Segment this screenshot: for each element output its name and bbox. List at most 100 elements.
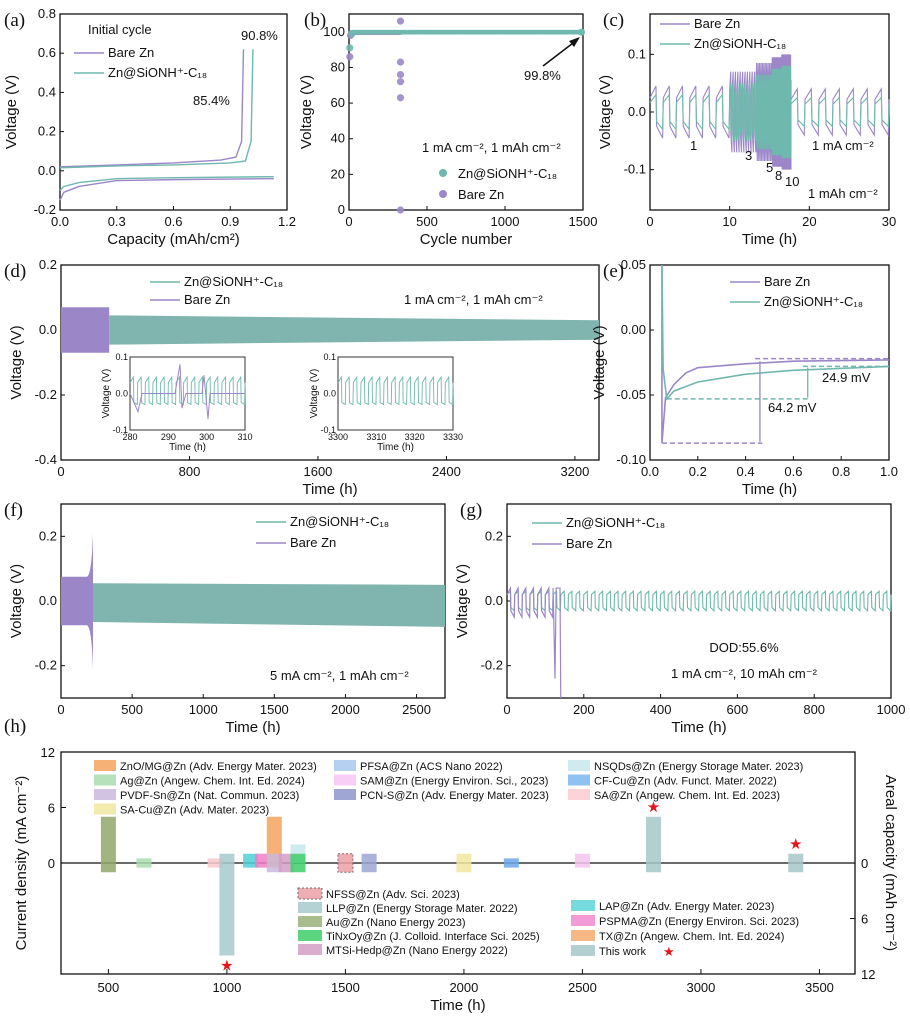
y-axis-label: Voltage (V): [8, 564, 25, 638]
y-tick-label-left: 12: [41, 745, 55, 760]
annotation-arrow: [542, 39, 578, 67]
x-axis-label: Cycle number: [420, 231, 513, 248]
data-point-bare: [396, 94, 405, 102]
legend-label: CF-Cu@Zn (Adv. Funct. Mater. 2022): [594, 776, 777, 788]
legend-coated-label: Zn@SiONH⁺-C₁₈: [290, 514, 389, 529]
legend-swatch: [334, 760, 356, 771]
x-axis-label: Time (h): [225, 719, 280, 736]
series-line: [661, 265, 890, 444]
x-tick-label: 0.0: [641, 464, 659, 479]
x-axis-label: Time (h): [430, 997, 485, 1014]
x-tick-label: 800: [179, 464, 201, 479]
conditions-capacity: 1 mAh cm⁻²: [808, 186, 878, 201]
legend-marker-coated: [439, 169, 447, 177]
y-tick-label: 0.0: [485, 593, 503, 608]
inset-x-tick-label: 280: [122, 432, 137, 442]
legend-swatch: [94, 774, 116, 786]
y-tick-label: 0.0: [39, 593, 57, 608]
y-tick-label: 0.2: [39, 257, 57, 272]
x-tick-label: 800: [803, 702, 825, 717]
series-line: [649, 65, 890, 159]
y-tick-label: -0.2: [34, 202, 56, 217]
data-point-coated: [348, 29, 356, 38]
y-axis-label: Voltage (V): [3, 75, 20, 149]
bar: [574, 853, 590, 868]
y-axis-label-left: Current density (mA cm⁻²): [13, 776, 30, 951]
legend-swatch: [568, 774, 590, 786]
y-tick-label-left: 0: [48, 856, 55, 871]
inset-series-coated: [129, 375, 246, 406]
legend-swatch: [568, 789, 590, 800]
x-tick-label: 1000: [877, 702, 906, 717]
inset-x-tick-label: 310: [237, 432, 252, 442]
arrowhead-icon: [569, 37, 580, 47]
x-tick-label: 0: [57, 464, 64, 479]
y-tick-label: -0.2: [35, 658, 57, 673]
inset-x-tick-label: 3300: [328, 432, 348, 442]
inset-y-tick-label: -0.1: [112, 425, 128, 435]
y-tick-label: 0.4: [38, 84, 56, 99]
rate-label: 10: [785, 174, 799, 189]
legend-swatch: [94, 789, 116, 800]
data-point-bare: [396, 78, 405, 86]
legend-label-coated: Zn@SiONH⁺-C₁₈: [458, 166, 557, 181]
legend-swatch: [94, 803, 116, 815]
inset-y-axis-label: Voltage (V): [309, 369, 320, 418]
legend-label: This work: [599, 946, 647, 958]
bar: [100, 816, 116, 873]
y-tick-label: 100: [323, 24, 345, 39]
y-tick-label: 60: [331, 95, 345, 110]
y-tick-label: 0.6: [38, 45, 56, 60]
conditions-dod: DOD:55.6%: [709, 640, 779, 655]
x-axis-label: Time (h): [742, 481, 797, 498]
rate-label: 3: [745, 148, 752, 163]
x-tick-label: 1000: [189, 702, 218, 717]
series-area-bare: [61, 307, 110, 353]
y-axis-label: Voltage (V): [591, 325, 608, 399]
x-axis-label: Time (h): [742, 231, 797, 248]
panel-label: (f): [4, 500, 23, 521]
y-tick-label-right: 6: [861, 912, 868, 927]
bar: [243, 853, 259, 868]
legend-title: Initial cycle: [88, 22, 152, 37]
legend-label: NFSS@Zn (Adv. Sci. 2023): [326, 889, 460, 901]
series-line-charge: [59, 49, 245, 168]
x-tick-label: 0.4: [737, 464, 755, 479]
y-tick-label: 0.2: [485, 528, 503, 543]
legend-swatch: [568, 760, 590, 771]
legend-swatch: [334, 789, 356, 800]
x-tick-label: 600: [727, 702, 749, 717]
x-tick-label: 0.6: [164, 214, 182, 229]
data-point-coated: [346, 44, 354, 52]
conditions-label: 1 mA cm⁻², 10 mAh cm⁻²: [671, 666, 818, 681]
y-tick-label: 80: [331, 59, 345, 74]
y-tick-label: 0.2: [38, 124, 56, 139]
x-tick-label: 3500: [805, 980, 834, 995]
legend-swatch: [297, 887, 323, 900]
legend-coated-label: Zn@SiONH⁺-C₁₈: [184, 274, 283, 289]
x-tick-label: 0: [646, 214, 653, 229]
y-tick-label: -0.05: [616, 387, 646, 402]
x-tick-label: 0: [345, 214, 352, 229]
legend-bare-label: Bare Zn: [764, 274, 810, 289]
conditions-label: 1 mA cm⁻², 1 mAh cm⁻²: [404, 292, 543, 307]
y-tick-label: 0.2: [39, 528, 57, 543]
inset-series-bare: [129, 364, 245, 420]
legend-label: PCN-S@Zn (Adv. Energy Mater. 2023): [360, 790, 549, 802]
legend-label: PVDF-Sn@Zn (Nat. Commun. 2023): [120, 790, 299, 802]
y-axis-label: Voltage (V): [454, 564, 471, 638]
y-tick-label: 20: [331, 166, 345, 181]
inset-y-tick-label: 0.1: [323, 352, 336, 362]
annotation-coated: 24.9 mV: [822, 370, 871, 385]
y-tick-label: 0.8: [38, 6, 56, 21]
star-icon: ★: [220, 957, 233, 975]
x-axis-label: Time (h): [671, 719, 726, 736]
plot-frame: [60, 264, 600, 461]
panel-label: (g): [460, 500, 482, 521]
legend-coated-label: Zn@SiONH⁺-C₁₈: [108, 65, 207, 80]
y-axis-label: Voltage (V): [597, 75, 614, 149]
legend-label-bare: Bare Zn: [458, 187, 504, 202]
legend-swatch: [298, 916, 322, 927]
series-line-coated: [506, 590, 892, 612]
series-line-discharge: [59, 177, 274, 201]
